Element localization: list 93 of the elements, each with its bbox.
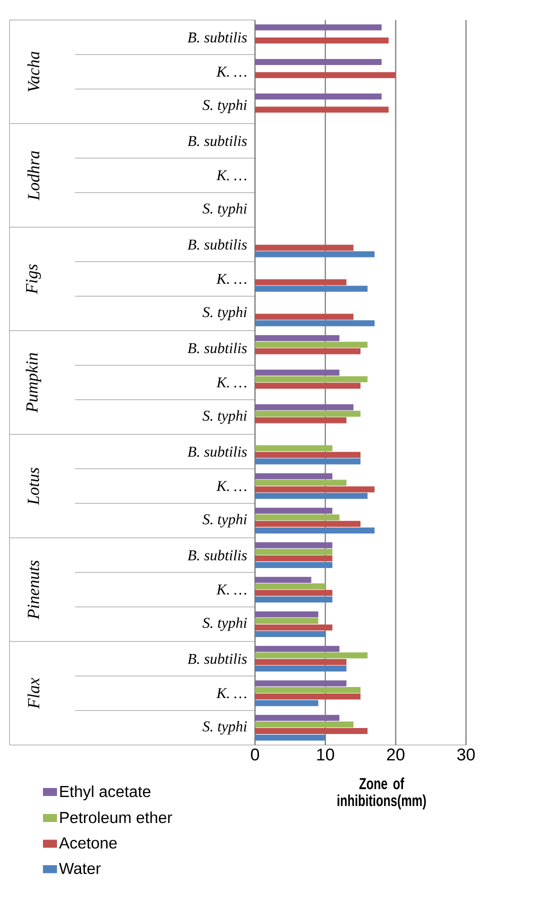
x-tick-label: 10 <box>317 748 334 761</box>
y-tick-label: S. typhi <box>202 306 247 320</box>
bar <box>255 514 340 520</box>
bar <box>255 452 360 458</box>
y-tick-label: K. … <box>216 584 246 595</box>
bar <box>255 106 389 113</box>
y-tick-label: S. typhi <box>202 617 247 631</box>
bar <box>255 658 346 665</box>
y-tick-label: S. typhi <box>202 410 247 424</box>
bar <box>255 618 318 624</box>
y-tick-label: B. subtilis <box>188 32 247 43</box>
bar <box>255 542 332 548</box>
bar <box>255 590 332 596</box>
bar <box>255 376 368 382</box>
y-tick-label: S. typhi <box>202 100 247 114</box>
bar <box>255 611 318 618</box>
text: Lodhra <box>27 151 40 201</box>
bar <box>255 486 375 492</box>
bar <box>255 244 354 251</box>
bar <box>255 680 346 686</box>
x-tick-label: 20 <box>387 748 404 761</box>
y-tick-label: K. … <box>216 481 246 492</box>
y-tick-label: B. subtilis <box>188 239 247 250</box>
x-axis-title: Zone of inhibitions(mm) <box>338 778 426 810</box>
bar <box>255 370 340 376</box>
bar <box>255 314 354 320</box>
bar <box>255 652 368 658</box>
bar <box>255 410 360 417</box>
bar <box>255 492 368 499</box>
bar <box>255 58 382 65</box>
bar <box>255 342 368 348</box>
y-tick-label: K. … <box>216 274 246 284</box>
bar <box>255 445 332 452</box>
bar <box>255 700 318 706</box>
y-tick-label: B. subtilis <box>188 653 247 664</box>
bar <box>255 583 326 590</box>
bar <box>255 631 326 638</box>
bar <box>255 576 312 583</box>
text: Flax <box>27 678 40 709</box>
bar <box>255 320 375 326</box>
bar <box>255 480 346 486</box>
x-tick-label: 0 <box>250 748 260 761</box>
bar <box>255 24 382 30</box>
y-tick-label: B. subtilis <box>188 342 247 354</box>
bar <box>255 596 332 602</box>
legend-label: Water <box>59 862 101 874</box>
bar <box>255 686 360 693</box>
bar <box>255 508 332 514</box>
bar <box>255 404 354 410</box>
bar <box>255 562 332 568</box>
bar <box>255 728 368 734</box>
y-tick-label: S. typhi <box>202 514 247 528</box>
y-tick-label: K. … <box>216 688 246 698</box>
text: Figs <box>26 264 41 294</box>
bar <box>255 548 332 555</box>
legend-label: Acetone <box>58 838 117 849</box>
bar <box>255 251 375 258</box>
bar <box>255 382 360 389</box>
bar <box>255 721 354 728</box>
bar <box>255 734 326 741</box>
y-tick-label: B. subtilis <box>188 446 247 457</box>
bar <box>255 527 375 534</box>
bar <box>255 694 360 700</box>
bar <box>255 335 340 342</box>
bar <box>255 348 360 354</box>
bar <box>255 279 346 286</box>
legend-label: Ethyl acetate <box>60 785 150 800</box>
bar <box>255 666 346 672</box>
text: Vacha <box>27 52 40 92</box>
legend-label: Petroleum ether <box>60 811 172 824</box>
x-tick-label: 30 <box>457 748 475 761</box>
text: Pumpkin <box>26 353 42 413</box>
y-tick-label: B. subtilis <box>188 136 247 146</box>
bar <box>255 417 346 424</box>
bar <box>255 72 396 78</box>
bar <box>255 473 332 480</box>
bar <box>255 624 332 630</box>
text: Pinenuts <box>28 560 40 620</box>
bar <box>255 714 340 721</box>
y-tick-label: S. typhi <box>202 720 247 735</box>
bar <box>255 555 332 562</box>
y-tick-label: K. … <box>216 378 246 388</box>
bar <box>255 646 340 652</box>
y-tick-label: K. … <box>216 170 246 180</box>
y-tick-label: B. subtilis <box>188 550 247 560</box>
bar <box>255 520 360 527</box>
text: Lotus <box>28 468 40 506</box>
bar <box>255 38 389 44</box>
y-tick-label: K. … <box>216 66 246 77</box>
bar <box>255 93 382 100</box>
bar <box>255 286 368 292</box>
bar <box>255 458 360 464</box>
y-tick-label: S. typhi <box>202 203 247 217</box>
